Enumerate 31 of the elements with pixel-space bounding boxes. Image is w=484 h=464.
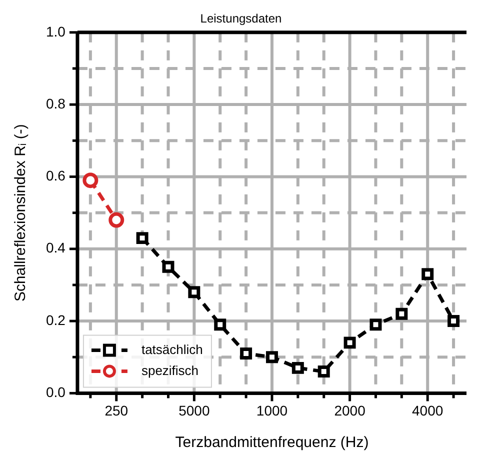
point bbox=[108, 212, 124, 228]
y-tick-label: 0.0 bbox=[46, 384, 66, 400]
y-tick-label: 0.8 bbox=[46, 95, 66, 112]
point bbox=[422, 268, 434, 280]
x-tick-label: 5000 bbox=[178, 402, 210, 418]
x-tick-label: 2000 bbox=[334, 402, 366, 418]
legend-label: spezifisch bbox=[141, 362, 199, 378]
x-tick-label: 1000 bbox=[256, 402, 288, 418]
point bbox=[136, 232, 148, 244]
point bbox=[318, 366, 330, 378]
point bbox=[188, 286, 200, 298]
y-tick-label: 0.2 bbox=[46, 312, 66, 328]
point bbox=[396, 308, 408, 320]
chart-title: Leistungsdaten bbox=[200, 12, 282, 26]
point bbox=[344, 336, 356, 349]
x-tick-label: 4000 bbox=[412, 402, 444, 418]
point bbox=[240, 348, 252, 360]
point bbox=[448, 315, 460, 328]
x-tick-label: 250 bbox=[104, 402, 128, 418]
y-tick-label: 0.6 bbox=[46, 168, 66, 184]
y-tick-label: 1.0 bbox=[46, 23, 66, 40]
y-axis-title: Schallreflexionsindex Rᵢ (-) bbox=[12, 124, 30, 302]
point bbox=[214, 318, 226, 331]
point bbox=[82, 172, 98, 188]
point bbox=[162, 260, 174, 273]
point bbox=[266, 351, 278, 364]
y-tick-label: 0.4 bbox=[46, 240, 66, 256]
x-axis-title: Terzbandmittenfrequenz (Hz) bbox=[175, 434, 369, 452]
point bbox=[292, 362, 304, 374]
legend-label: tatsächlich bbox=[141, 342, 203, 357]
point bbox=[370, 318, 382, 331]
